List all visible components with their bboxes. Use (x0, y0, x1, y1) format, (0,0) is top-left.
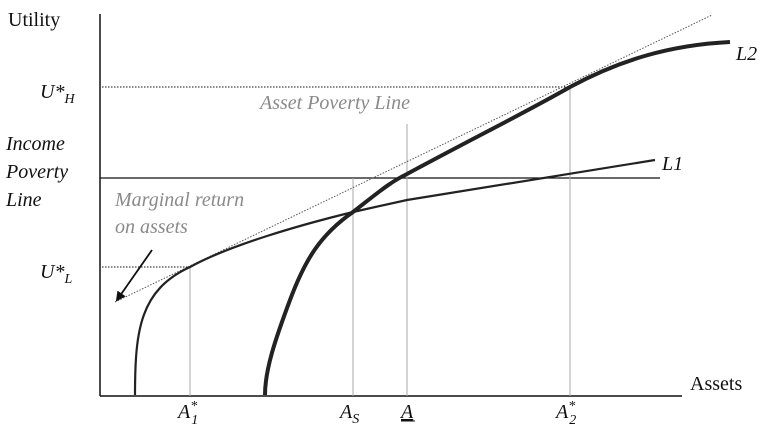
a1-label: A* 1 (176, 399, 198, 427)
l1-label: L1 (661, 153, 683, 175)
l2-label: L2 (735, 43, 757, 65)
marginal-return-label: Marginal return (114, 189, 244, 211)
as-label: AS (338, 401, 359, 427)
curve-l1 (133, 158, 656, 396)
marginal-return-label: on assets (115, 216, 188, 238)
income-poverty-label: Line (5, 189, 42, 211)
uh-label: U*H (40, 81, 75, 107)
income-poverty-label: Poverty (5, 161, 68, 183)
a-label: A (399, 401, 414, 423)
tangent-line (114, 14, 713, 303)
income-poverty-label: Income (5, 133, 65, 155)
arrow (115, 249, 153, 302)
y-axis-label: Utility (8, 9, 60, 31)
x-axis-label: Assets (690, 373, 742, 395)
ul-label: U*L (40, 261, 72, 287)
a2-label: A* 2 (554, 399, 576, 427)
asset-poverty-label: Asset Poverty Line (258, 92, 410, 114)
curve-l2 (263, 40, 731, 396)
